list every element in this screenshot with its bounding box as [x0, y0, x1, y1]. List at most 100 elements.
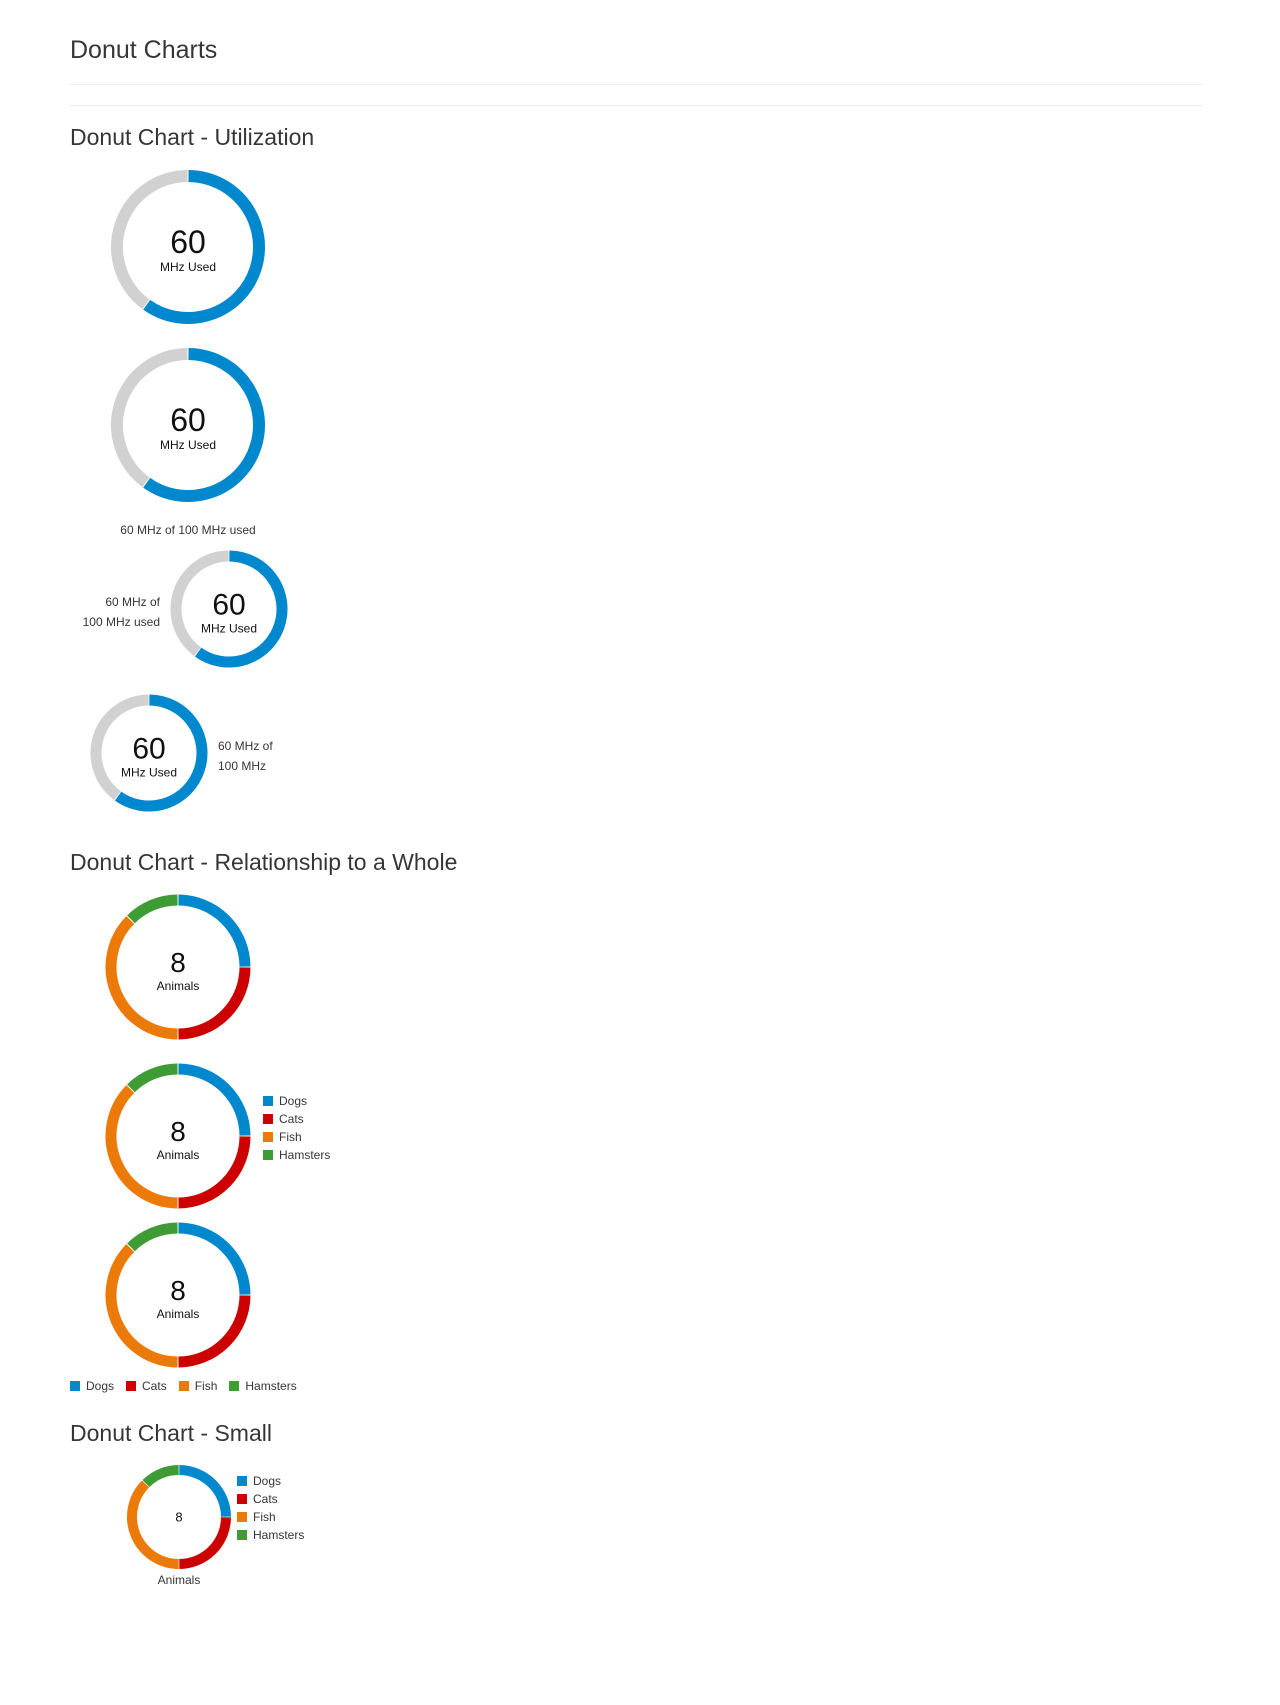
- donut-slice-available: [170, 550, 229, 657]
- legend-right-small: Dogs Cats Fish Hamsters: [237, 1472, 304, 1544]
- donut-center-value: 8: [170, 1275, 186, 1306]
- donut-slice-dogs: [178, 894, 251, 967]
- donut-center-value: 60: [170, 224, 206, 260]
- donut-slice-used: [143, 170, 265, 324]
- donut-slice-cats: [178, 1295, 251, 1368]
- swatch-fish: [178, 1381, 189, 1391]
- caption-left-line1: 60 MHz of: [105, 595, 160, 609]
- section-title-small: Donut Chart - Small: [70, 1420, 272, 1446]
- donut-slice-dogs: [178, 1063, 251, 1136]
- donut-slice-available: [111, 348, 188, 487]
- legend-item-hamsters: Hamsters: [263, 1146, 330, 1164]
- page-title: Donut Charts: [70, 36, 218, 64]
- section-divider: [70, 105, 1202, 106]
- donut-small: 8: [127, 1465, 231, 1569]
- swatch-dogs: [70, 1381, 80, 1391]
- legend-item-cats: Cats: [237, 1490, 304, 1508]
- donut-slice-cats: [179, 1517, 231, 1569]
- caption-right-line2: 100 MHz: [218, 759, 267, 773]
- legend-label-cats: Cats: [279, 1112, 304, 1126]
- donut-center-value: 60: [132, 732, 165, 765]
- legend-item-hamsters: Hamsters: [229, 1379, 297, 1393]
- legend-item-cats: Cats: [263, 1110, 330, 1128]
- swatch-hamsters: [237, 1530, 247, 1540]
- donut-caption-top: 60 MHz of 100 MHz used: [120, 523, 256, 537]
- donut-slice-hamsters: [127, 1063, 178, 1093]
- donut-slice-available: [90, 694, 149, 801]
- legend-item-hamsters: Hamsters: [237, 1526, 304, 1544]
- donut-slice-hamsters: [142, 1465, 179, 1488]
- donut-slice-hamsters: [127, 894, 178, 924]
- swatch-fish: [263, 1132, 273, 1142]
- donut-slice-fish: [105, 1244, 178, 1368]
- section-title-utilization: Donut Chart - Utilization: [70, 124, 315, 150]
- swatch-cats: [263, 1114, 273, 1124]
- legend-item-cats: Cats: [126, 1379, 167, 1393]
- legend-item-dogs: Dogs: [237, 1472, 304, 1490]
- donut-slice-used: [114, 694, 208, 812]
- legend-right-relationship: Dogs Cats Fish Hamsters: [263, 1092, 330, 1164]
- swatch-dogs: [263, 1096, 273, 1106]
- donut-slice-available: [111, 170, 188, 309]
- donut-center-label: MHz Used: [160, 438, 216, 452]
- legend-label-hamsters: Hamsters: [245, 1379, 297, 1393]
- swatch-fish: [237, 1512, 247, 1522]
- caption-right-line1: 60 MHz of: [218, 739, 273, 753]
- donut-center-label: Animals: [157, 1148, 200, 1162]
- swatch-dogs: [237, 1476, 247, 1486]
- donut-small-caption: Animals: [157, 1573, 201, 1587]
- donut-center-label: Animals: [157, 1307, 200, 1321]
- donut-center-label: Animals: [157, 979, 200, 993]
- swatch-hamsters: [263, 1150, 273, 1160]
- legend-label-dogs: Dogs: [253, 1474, 282, 1488]
- donut-center-label: MHz Used: [201, 621, 257, 635]
- donut-slice-hamsters: [127, 1222, 178, 1252]
- donut-center-value: 60: [212, 588, 245, 621]
- donut-center-value: 8: [170, 1116, 186, 1147]
- swatch-hamsters: [229, 1381, 240, 1391]
- title-divider: [70, 84, 1202, 85]
- donut-caption-right: 60 MHz of 100 MHz: [218, 736, 308, 776]
- donut-center-value: 8: [175, 1510, 182, 1525]
- section-title-relationship: Donut Chart - Relationship to a Whole: [70, 849, 458, 875]
- donut-center-value: 8: [170, 947, 186, 978]
- legend-label-hamsters: Hamsters: [279, 1148, 331, 1162]
- legend-label-dogs: Dogs: [279, 1094, 308, 1108]
- donut-slice-dogs: [179, 1465, 231, 1517]
- legend-item-dogs: Dogs: [263, 1092, 330, 1110]
- legend-bottom-relationship: Dogs Cats Fish Hamsters: [70, 1377, 309, 1395]
- donut-slice-fish: [127, 1480, 179, 1569]
- donut-slice-used: [194, 550, 288, 668]
- legend-item-fish: Fish: [237, 1508, 304, 1526]
- swatch-cats: [126, 1381, 137, 1391]
- swatch-cats: [237, 1494, 247, 1504]
- legend-label-hamsters: Hamsters: [253, 1528, 305, 1542]
- legend-label-cats: Cats: [253, 1492, 278, 1506]
- legend-item-fish: Fish: [178, 1379, 218, 1393]
- donut-slice-dogs: [178, 1222, 251, 1295]
- legend-label-fish: Fish: [279, 1130, 302, 1144]
- donut-center-label: MHz Used: [160, 260, 216, 274]
- legend-label-cats: Cats: [142, 1379, 167, 1393]
- legend-label-fish: Fish: [253, 1510, 276, 1524]
- caption-left-line2: 100 MHz used: [82, 615, 160, 629]
- donut-slice-used: [143, 348, 265, 502]
- legend-item-fish: Fish: [263, 1128, 330, 1146]
- donut-slice-fish: [105, 916, 178, 1040]
- donut-caption-left: 60 MHz of 100 MHz used: [70, 592, 160, 632]
- legend-item-dogs: Dogs: [70, 1379, 114, 1393]
- donut-center-value: 60: [170, 402, 206, 438]
- donut-slice-cats: [178, 967, 251, 1040]
- donut-slice-cats: [178, 1136, 251, 1209]
- donut-center-label: MHz Used: [121, 765, 177, 779]
- donut-slice-fish: [105, 1085, 178, 1209]
- legend-label-dogs: Dogs: [86, 1379, 115, 1393]
- legend-label-fish: Fish: [194, 1379, 218, 1393]
